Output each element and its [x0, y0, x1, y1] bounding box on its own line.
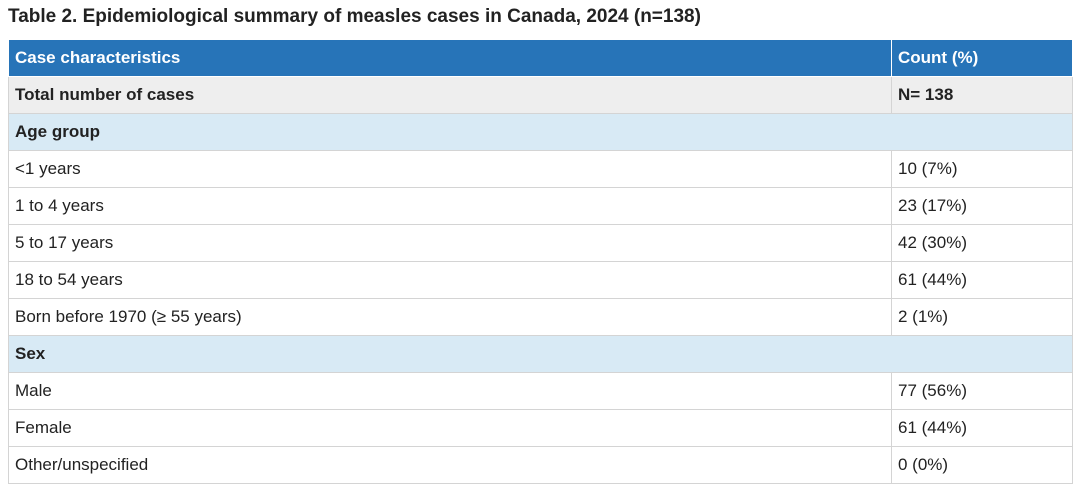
row-label: 5 to 17 years [8, 224, 892, 262]
header-row: Case characteristics Count (%) [8, 39, 1073, 77]
header-case-characteristics: Case characteristics [8, 39, 892, 77]
group-label-age: Age group [8, 113, 1073, 151]
row-label: Female [8, 409, 892, 447]
row-value: 23 (17%) [891, 187, 1073, 225]
row-value: 77 (56%) [891, 372, 1073, 410]
header-count: Count (%) [891, 39, 1073, 77]
table-row: Born before 1970 (≥ 55 years) 2 (1%) [8, 298, 1073, 336]
table-header: Case characteristics Count (%) [8, 39, 1073, 77]
total-label: Total number of cases [8, 76, 892, 114]
measles-summary-table: Case characteristics Count (%) Total num… [8, 39, 1073, 484]
table-caption: Table 2. Epidemiological summary of meas… [8, 6, 701, 27]
row-value: 61 (44%) [891, 261, 1073, 299]
row-label: <1 years [8, 150, 892, 188]
row-value: 10 (7%) [891, 150, 1073, 188]
row-label: 18 to 54 years [8, 261, 892, 299]
group-label-sex: Sex [8, 335, 1073, 373]
table-row: 5 to 17 years 42 (30%) [8, 224, 1073, 262]
group-row-sex: Sex [8, 335, 1073, 373]
row-label: Male [8, 372, 892, 410]
table-row: 1 to 4 years 23 (17%) [8, 187, 1073, 225]
row-label: Born before 1970 (≥ 55 years) [8, 298, 892, 336]
table-row: Male 77 (56%) [8, 372, 1073, 410]
table-body: Total number of cases N= 138 Age group <… [8, 76, 1073, 484]
row-value: 2 (1%) [891, 298, 1073, 336]
total-row: Total number of cases N= 138 [8, 76, 1073, 114]
group-row-age: Age group [8, 113, 1073, 151]
total-value: N= 138 [891, 76, 1073, 114]
table-row: Female 61 (44%) [8, 409, 1073, 447]
table-row: <1 years 10 (7%) [8, 150, 1073, 188]
table-row: 18 to 54 years 61 (44%) [8, 261, 1073, 299]
row-value: 61 (44%) [891, 409, 1073, 447]
row-label: 1 to 4 years [8, 187, 892, 225]
table-row: Other/unspecified 0 (0%) [8, 446, 1073, 484]
row-label: Other/unspecified [8, 446, 892, 484]
row-value: 42 (30%) [891, 224, 1073, 262]
row-value: 0 (0%) [891, 446, 1073, 484]
